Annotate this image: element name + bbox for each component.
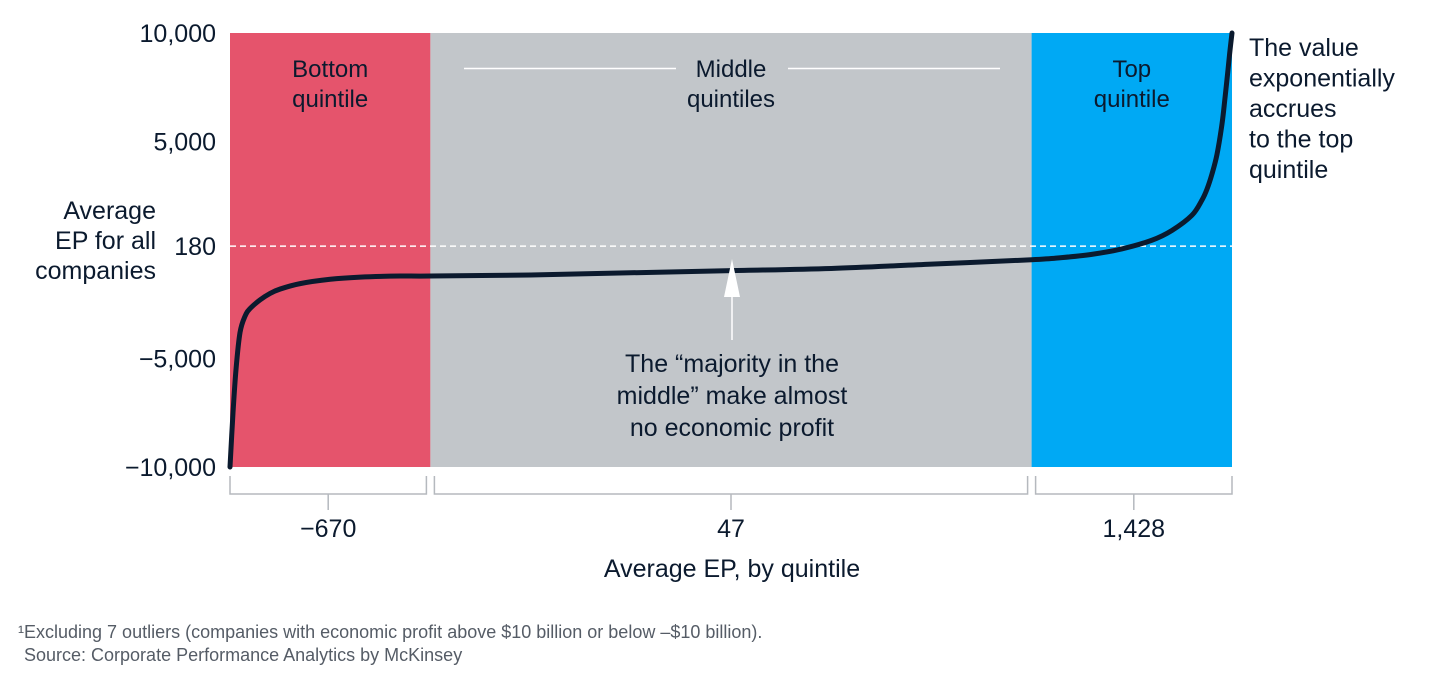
quintile-average-label: −670 (300, 515, 356, 543)
quintile-label-line: quintile (1094, 86, 1170, 113)
quintile-bracket (1034, 476, 1233, 495)
y-tick-label: 5,000 (153, 129, 216, 157)
quintile-band-0 (230, 33, 431, 467)
middle-annotation: The “majority in the middle” make almost n… (617, 350, 848, 442)
ep-curve-line (227, 30, 1235, 470)
top-annotation-line: exponentially (1249, 65, 1395, 93)
y-axis-ticks: 10,000 5,000 180 −5,000 −10,000 (125, 20, 216, 482)
quintile-bracket (433, 476, 1029, 495)
reference-label-line: Average (63, 197, 156, 225)
y-tick-label: 180 (174, 233, 216, 261)
top-annotation-line: The value (1249, 34, 1359, 62)
quintile-bracket (229, 476, 428, 495)
quintile-bands (230, 33, 1232, 467)
footnote-source: Source: Corporate Performance Analytics … (24, 645, 462, 665)
top-annotation-line: to the top (1249, 126, 1353, 154)
x-axis-title: Average EP, by quintile (604, 555, 860, 583)
middle-annotation-line: The “majority in the (625, 350, 839, 378)
middle-annotation-line: middle” make almost (617, 382, 848, 410)
middle-annotation-arrow (724, 259, 740, 340)
quintile-label-line: quintiles (687, 86, 775, 113)
quintile-band-2 (1031, 33, 1232, 467)
quintile-label-line: Middle (696, 56, 767, 83)
reference-label-line: companies (35, 257, 156, 285)
quintile-labels: Bottom quintile Middle quintiles Top quintile (292, 56, 1170, 113)
quintile-averages: −670 47 1,428 (300, 515, 1165, 543)
quintile-brackets (229, 476, 1233, 510)
middle-annotation-line: no economic profit (630, 414, 834, 442)
quintile-average-label: 47 (717, 515, 745, 543)
top-annotation-line: accrues (1249, 95, 1337, 123)
quintile-label-line: Bottom (292, 56, 368, 83)
y-tick-label: −10,000 (125, 454, 216, 482)
reference-label-line: EP for all (55, 227, 156, 255)
footnote-exclusions: ¹Excluding 7 outliers (companies with ec… (18, 622, 762, 642)
quintile-band-1 (430, 33, 1032, 467)
y-tick-label: −5,000 (139, 346, 216, 374)
y-tick-label: 10,000 (140, 20, 216, 48)
quintile-average-label: 1,428 (1103, 515, 1166, 543)
quintile-label-line: quintile (292, 86, 368, 113)
top-annotation-line: quintile (1249, 156, 1328, 184)
quintile-label-line: Top (1112, 56, 1151, 83)
